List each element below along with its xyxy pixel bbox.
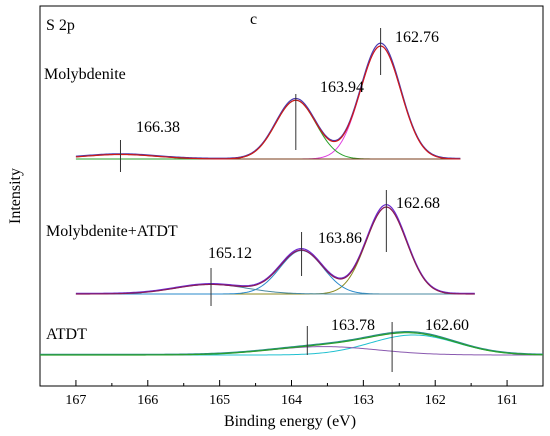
component-peak-molybdenite-0 xyxy=(75,45,461,160)
peak-label-162.76: 162.76 xyxy=(395,29,439,46)
component-peak-molybdenite-atdt-0 xyxy=(75,206,475,295)
envelope-fit-0 xyxy=(75,45,461,160)
y-axis-title: Intensity xyxy=(7,168,24,224)
x-axis-title: Binding energy (eV) xyxy=(224,413,356,430)
peak-label-163.78: 163.78 xyxy=(331,317,375,334)
peak-label-163.86: 163.86 xyxy=(318,230,362,247)
spectra-group xyxy=(40,42,544,356)
raw-spectrum-1 xyxy=(75,204,475,294)
raw-spectrum-2 xyxy=(40,331,544,355)
panel-letter: c xyxy=(250,11,257,28)
sample-label-molybdenite: Molybdenite xyxy=(44,66,126,83)
x-tick-label-163: 163 xyxy=(353,393,374,408)
peak-label-163.94: 163.94 xyxy=(320,79,364,96)
x-tick-label-165: 165 xyxy=(209,393,230,408)
raw-spectrum-0 xyxy=(75,42,461,159)
peak-label-165.12: 165.12 xyxy=(208,245,252,262)
x-tick-label-164: 164 xyxy=(281,393,302,408)
sample-label-molybdenite-atdt: Molybdenite+ATDT xyxy=(46,223,178,240)
peak-markers-group: 162.76 163.94 166.38 162.68 163.86 165.12 162.… xyxy=(119,28,469,372)
x-tick-label-161: 161 xyxy=(497,393,518,408)
x-axis: 167 166 165 164 163 162 161 xyxy=(39,380,544,408)
x-tick-label-167: 167 xyxy=(65,393,86,408)
envelope-fit-2 xyxy=(40,332,544,356)
component-peak-molybdenite-atdt-1 xyxy=(75,250,475,295)
x-tick-label-166: 166 xyxy=(137,393,158,408)
sample-label-atdt: ATDT xyxy=(46,326,87,343)
envelope-fit-1 xyxy=(75,206,475,295)
peak-label-162.68: 162.68 xyxy=(396,195,440,212)
corner-label: S 2p xyxy=(46,17,75,34)
x-tick-label-162: 162 xyxy=(425,393,446,408)
peak-label-162.60: 162.60 xyxy=(425,317,469,334)
peak-label-166.38: 166.38 xyxy=(136,119,180,136)
component-peak-molybdenite-1 xyxy=(75,99,461,160)
